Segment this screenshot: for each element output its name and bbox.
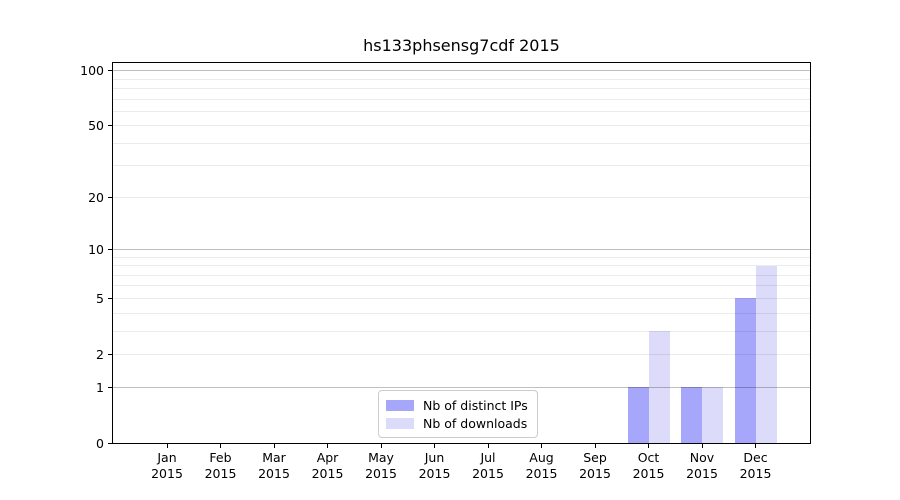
legend-label-distinct-ips: Nb of distinct IPs [423, 397, 528, 413]
gridline-major-1 [113, 386, 810, 388]
legend-label-downloads: Nb of downloads [423, 415, 528, 431]
legend-swatch-downloads [386, 417, 414, 429]
bar-nb-of-downloads-oct [648, 331, 670, 443]
x-tick-may [380, 444, 382, 448]
bar-nb-of-downloads-nov [702, 387, 723, 443]
gridline-major-10 [113, 249, 810, 251]
y-tick-5 [108, 297, 113, 299]
x-tick-label-nov: Nov 2015 [686, 450, 718, 481]
gridline-minor-40 [113, 142, 810, 144]
gridline-minor-7 [113, 274, 810, 276]
gridline-major-50 [113, 125, 810, 127]
y-tick-1 [108, 386, 113, 388]
x-tick-jun [434, 444, 435, 448]
y-tick-0 [108, 442, 113, 444]
gridline-minor-4 [113, 312, 810, 314]
gridline-major-2 [113, 353, 810, 355]
x-tick-label-aug: Aug 2015 [525, 450, 558, 481]
gridline-minor-3 [113, 330, 810, 332]
y-tick-10 [108, 249, 113, 251]
x-tick-oct [648, 444, 649, 448]
y-tick-label-2: 2 [96, 346, 104, 362]
x-tick-jul [487, 444, 489, 448]
x-tick-label-apr: Apr 2015 [311, 450, 344, 481]
bar-nb-of-distinct-ips-nov [681, 387, 702, 443]
bar-nb-of-distinct-ips-dec [734, 298, 756, 443]
x-tick-label-jul: Jul 2015 [472, 450, 504, 481]
y-tick-2 [108, 353, 113, 355]
x-tick-label-mar: Mar 2015 [258, 450, 290, 481]
gridline-minor-60 [113, 110, 810, 112]
x-tick-label-jun: Jun 2015 [418, 450, 451, 481]
y-tick-label-20: 20 [88, 189, 104, 205]
gridline-major-20 [113, 196, 810, 198]
gridline-minor-30 [113, 165, 810, 167]
bar-nb-of-downloads-dec [755, 265, 777, 443]
x-tick-aug [541, 444, 542, 448]
x-tick-apr [327, 444, 328, 448]
gridline-minor-90 [113, 78, 810, 80]
y-tick-label-5: 5 [96, 290, 104, 306]
legend: Nb of distinct IPs Nb of downloads [378, 390, 538, 438]
y-tick-label-10: 10 [88, 242, 104, 258]
gridline-major-5 [113, 297, 810, 299]
x-tick-dec [755, 444, 756, 448]
x-tick-nov [701, 444, 703, 448]
chart-title: hs133phsensg7cdf 2015 [363, 36, 560, 55]
x-tick-label-feb: Feb 2015 [204, 450, 237, 481]
x-tick-label-oct: Oct 2015 [632, 450, 665, 481]
gridline-minor-8 [113, 265, 810, 267]
bar-nb-of-distinct-ips-oct [627, 387, 649, 443]
y-tick-label-0: 0 [96, 435, 104, 451]
gridline-major-100 [113, 70, 810, 72]
y-tick-50 [108, 125, 113, 127]
x-tick-label-may: May 2015 [365, 450, 397, 481]
legend-entry-distinct-ips: Nb of distinct IPs [386, 396, 528, 414]
gridline-minor-70 [113, 98, 810, 100]
legend-swatch-distinct-ips [386, 399, 414, 411]
x-tick-sep [594, 444, 596, 448]
x-tick-label-dec: Dec 2015 [739, 450, 772, 481]
y-tick-20 [108, 196, 113, 198]
legend-entry-downloads: Nb of downloads [386, 414, 528, 432]
x-tick-label-jan: Jan 2015 [151, 450, 183, 481]
y-tick-label-1: 1 [96, 379, 104, 395]
x-tick-mar [273, 444, 275, 448]
y-tick-label-100: 100 [80, 63, 104, 79]
x-tick-label-sep: Sep 2015 [579, 450, 611, 481]
y-tick-label-50: 50 [88, 118, 104, 134]
gridline-minor-6 [113, 285, 810, 287]
gridline-minor-9 [113, 256, 810, 258]
gridline-minor-80 [113, 87, 810, 89]
x-tick-feb [220, 444, 221, 448]
y-tick-100 [108, 70, 113, 72]
x-tick-jan [166, 444, 168, 448]
